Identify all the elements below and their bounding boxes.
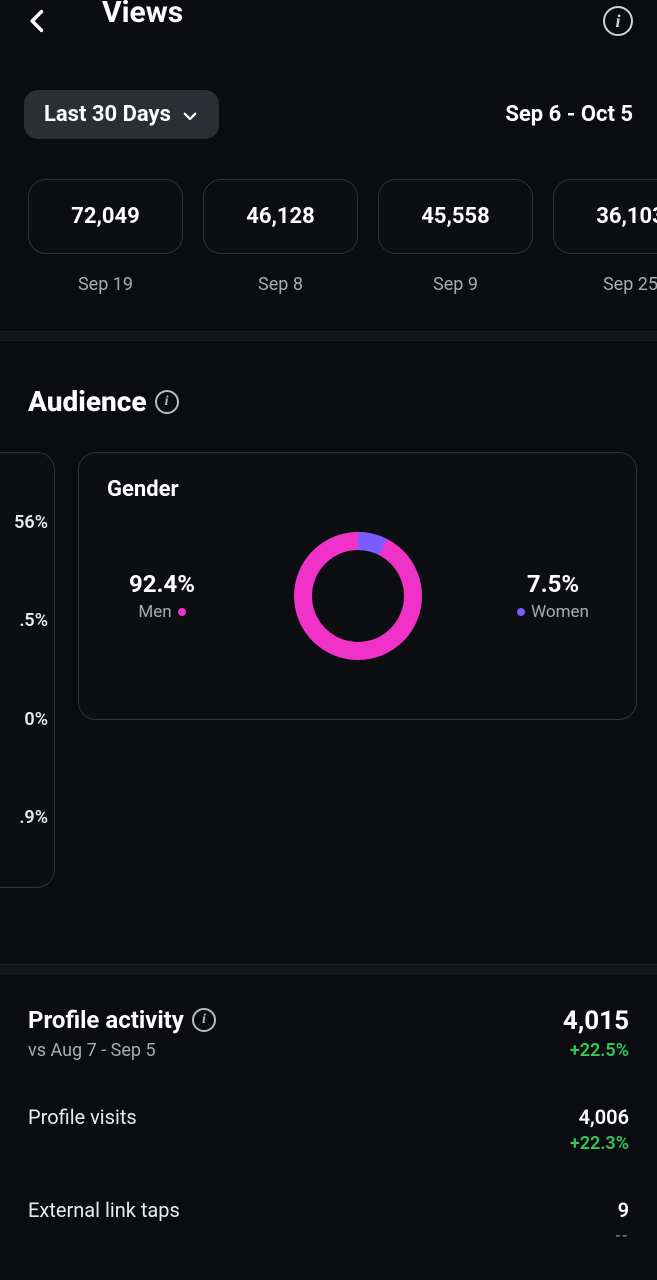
gender-men-label: Men (138, 602, 171, 622)
date-range-label: Last 30 Days (44, 102, 171, 127)
gender-donut-chart (294, 532, 422, 660)
metric-row: External link taps 9 -- (28, 1198, 629, 1246)
partial-value: 0% (0, 709, 48, 730)
legend-dot-women (517, 608, 525, 616)
profile-total: 4,015 (563, 1006, 629, 1036)
page-title: Views (52, 0, 603, 30)
chevron-down-icon (181, 106, 199, 124)
partial-value: 56% (0, 512, 48, 533)
stat-date: Sep 9 (378, 274, 533, 295)
partial-value: .5% (0, 610, 48, 631)
top-stats-strip[interactable]: 72,049 Sep 19 46,128 Sep 8 45,558 Sep 9 … (0, 153, 657, 295)
stat-value: 45,558 (378, 179, 533, 254)
metric-label: Profile visits (28, 1105, 137, 1129)
profile-delta: +22.5% (563, 1040, 629, 1061)
legend-dot-men (178, 608, 186, 616)
section-divider (0, 964, 657, 974)
date-range-value: Sep 6 - Oct 5 (505, 102, 633, 127)
stat-date: Sep 8 (203, 274, 358, 295)
stat-date: Sep 19 (28, 274, 183, 295)
profile-activity-title: Profile activity (28, 1006, 184, 1034)
stat-value: 72,049 (28, 179, 183, 254)
metric-row: Profile visits 4,006 +22.3% (28, 1105, 629, 1154)
section-divider (0, 331, 657, 341)
stat-item[interactable]: 45,558 Sep 9 (378, 179, 533, 295)
gender-card[interactable]: Gender 92.4% Men 7.5% Women (78, 452, 637, 720)
gender-men-side: 92.4% Men (107, 570, 217, 622)
metric-label: External link taps (28, 1198, 180, 1222)
partial-value: .9% (0, 807, 48, 828)
stat-item[interactable]: 36,103 Sep 25 (553, 179, 657, 295)
audience-title: Audience (28, 385, 147, 418)
profile-compare: vs Aug 7 - Sep 5 (28, 1040, 216, 1061)
stat-item[interactable]: 72,049 Sep 19 (28, 179, 183, 295)
gender-women-pct: 7.5% (498, 570, 608, 598)
date-range-selector[interactable]: Last 30 Days (24, 90, 219, 139)
stat-value: 46,128 (203, 179, 358, 254)
info-icon[interactable]: i (155, 390, 179, 414)
metric-value: 4,006 (570, 1105, 629, 1129)
metric-delta: +22.3% (570, 1133, 629, 1154)
info-icon[interactable]: i (192, 1008, 216, 1032)
stat-date: Sep 25 (553, 274, 657, 295)
metric-value: 9 (616, 1198, 629, 1222)
stat-item[interactable]: 46,128 Sep 8 (203, 179, 358, 295)
stat-value: 36,103 (553, 179, 657, 254)
info-icon[interactable]: i (603, 6, 633, 36)
metric-delta: -- (616, 1226, 629, 1246)
gender-women-label: Women (531, 602, 589, 622)
gender-men-pct: 92.4% (107, 570, 217, 598)
back-button[interactable] (24, 7, 52, 35)
gender-title: Gender (107, 477, 608, 502)
partial-card-left[interactable]: 56% .5% 0% .9% (0, 452, 55, 888)
gender-women-side: 7.5% Women (498, 570, 608, 622)
